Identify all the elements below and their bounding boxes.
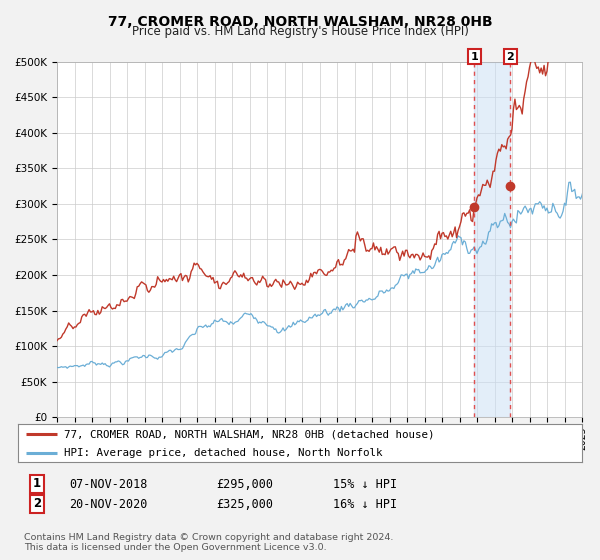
Text: 2: 2 — [33, 497, 41, 510]
Text: This data is licensed under the Open Government Licence v3.0.: This data is licensed under the Open Gov… — [24, 543, 326, 552]
Text: 77, CROMER ROAD, NORTH WALSHAM, NR28 0HB: 77, CROMER ROAD, NORTH WALSHAM, NR28 0HB — [107, 15, 493, 29]
Text: HPI: Average price, detached house, North Norfolk: HPI: Average price, detached house, Nort… — [64, 448, 383, 458]
Text: 20-NOV-2020: 20-NOV-2020 — [69, 498, 148, 511]
Text: 16% ↓ HPI: 16% ↓ HPI — [333, 498, 397, 511]
Text: 1: 1 — [33, 477, 41, 490]
Text: 2: 2 — [506, 52, 514, 62]
Text: Contains HM Land Registry data © Crown copyright and database right 2024.: Contains HM Land Registry data © Crown c… — [24, 533, 394, 542]
Text: 15% ↓ HPI: 15% ↓ HPI — [333, 478, 397, 491]
Bar — [475, 62, 510, 417]
Text: 1: 1 — [470, 52, 478, 62]
Text: 77, CROMER ROAD, NORTH WALSHAM, NR28 0HB (detached house): 77, CROMER ROAD, NORTH WALSHAM, NR28 0HB… — [64, 429, 435, 439]
Text: £295,000: £295,000 — [216, 478, 273, 491]
Text: Price paid vs. HM Land Registry's House Price Index (HPI): Price paid vs. HM Land Registry's House … — [131, 25, 469, 38]
Text: 07-NOV-2018: 07-NOV-2018 — [69, 478, 148, 491]
Text: £325,000: £325,000 — [216, 498, 273, 511]
